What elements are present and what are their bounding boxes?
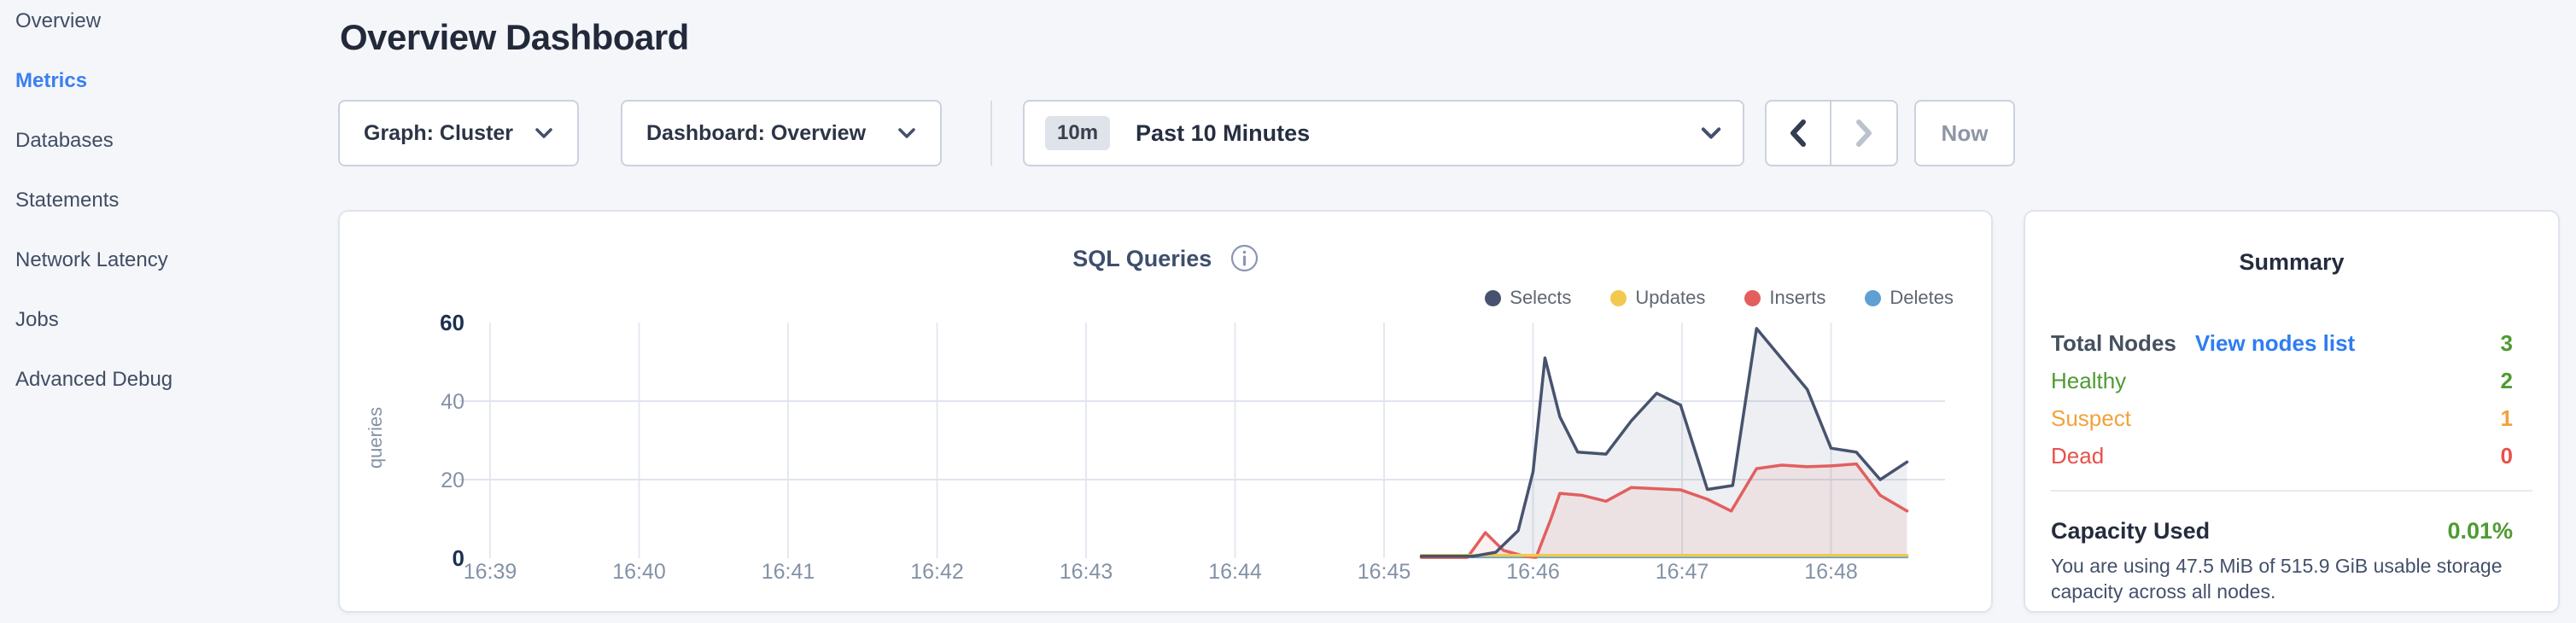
summary-row-value: 2: [2500, 367, 2513, 393]
chevron-down-icon: [535, 128, 552, 138]
time-range-dropdown[interactable]: 10m Past 10 Minutes: [1023, 100, 1744, 166]
sidebar-item-statements[interactable]: Statements: [15, 189, 120, 212]
summary-row-value: 3: [2500, 329, 2513, 356]
chart-title: SQL Queries: [1072, 246, 1212, 271]
next-time-button[interactable]: [1831, 102, 1896, 165]
sidebar-item-network-latency[interactable]: Network Latency: [15, 248, 168, 271]
svg-text:16:47: 16:47: [1656, 560, 1709, 584]
graph-dropdown[interactable]: Graph: Cluster: [338, 100, 579, 166]
legend-dot: [1610, 289, 1627, 306]
svg-text:16:46: 16:46: [1506, 560, 1560, 584]
capacity-used-description: You are using 47.5 MiB of 515.9 GiB usab…: [2051, 555, 2503, 603]
sql-queries-chart: 16:39 16:40 16:41 16:42 16:43 16:44 16:45 16:46…: [440, 310, 1945, 584]
summary-divider: [2051, 490, 2532, 492]
summary-row-suspect: Suspect 1: [2051, 399, 2513, 437]
sidebar-item-jobs[interactable]: Jobs: [15, 308, 59, 331]
time-step-buttons: [1765, 100, 1898, 166]
svg-text:60: 60: [440, 310, 464, 335]
legend-label: Inserts: [1769, 287, 1826, 308]
legend-item-inserts: Inserts: [1744, 287, 1825, 309]
page-title: Overview Dashboard: [340, 17, 689, 57]
summary-row-healthy: Healthy 2: [2051, 362, 2513, 399]
chart-title-row: SQL Queries: [340, 244, 1991, 278]
svg-text:0: 0: [453, 545, 464, 571]
now-button[interactable]: Now: [1914, 100, 2015, 166]
summary-row-label: Healthy: [2051, 367, 2127, 393]
capacity-used-label: Capacity Used: [2051, 517, 2211, 544]
svg-text:16:42: 16:42: [910, 560, 964, 584]
capacity-used-row: Capacity Used 0.01%: [2051, 512, 2513, 550]
chevron-down-icon: [1701, 127, 1721, 139]
info-icon[interactable]: [1230, 244, 1259, 278]
svg-text:16:40: 16:40: [612, 560, 666, 584]
chevron-right-icon: [1856, 119, 1872, 147]
svg-text:20: 20: [441, 469, 464, 492]
chart-legend: Selects Updates Inserts Deletes: [1485, 287, 1954, 309]
sidebar-item-databases[interactable]: Databases: [15, 129, 114, 152]
view-nodes-list-link[interactable]: View nodes list: [2194, 329, 2356, 356]
svg-text:16:43: 16:43: [1060, 560, 1113, 584]
sidebar-item-metrics[interactable]: Metrics: [15, 69, 88, 92]
summary-row-total-nodes: Total Nodes View nodes list 3: [2051, 324, 2513, 362]
svg-text:16:48: 16:48: [1804, 560, 1858, 584]
sidebar: Overview Metrics Databases Statements Networ…: [0, 0, 333, 623]
summary-row-label: Suspect: [2051, 405, 2131, 431]
legend-item-selects: Selects: [1485, 287, 1571, 309]
summary-row-value: 0: [2500, 442, 2513, 469]
chevron-down-icon: [898, 128, 915, 138]
legend-item-deletes: Deletes: [1865, 287, 1954, 309]
summary-row-label: Total Nodes: [2051, 329, 2176, 356]
summary-row-value: 1: [2500, 405, 2513, 431]
sidebar-item-overview[interactable]: Overview: [15, 9, 102, 32]
previous-time-button[interactable]: [1767, 102, 1832, 165]
summary-rows: Total Nodes View nodes list 3 Healthy 2 Suspe…: [2051, 324, 2513, 475]
legend-item-updates: Updates: [1610, 287, 1705, 309]
dashboard-dropdown[interactable]: Dashboard: Overview: [621, 100, 942, 166]
controls-divider: [990, 101, 992, 166]
legend-label: Deletes: [1890, 287, 1954, 308]
chevron-left-icon: [1790, 119, 1807, 147]
sidebar-item-advanced-debug[interactable]: Advanced Debug: [15, 368, 173, 391]
svg-text:16:44: 16:44: [1208, 560, 1262, 584]
legend-dot: [1485, 289, 1502, 306]
svg-text:16:41: 16:41: [762, 560, 815, 584]
summary-row-dead: Dead 0: [2051, 437, 2513, 475]
summary-panel: Summary Total Nodes View nodes list 3 Healt…: [2024, 210, 2560, 613]
legend-label: Updates: [1635, 287, 1706, 308]
capacity-used-value: 0.01%: [2447, 517, 2513, 544]
legend-dot: [1865, 289, 1882, 306]
svg-text:40: 40: [441, 390, 464, 414]
summary-row-label: Dead: [2051, 442, 2105, 469]
legend-label: Selects: [1510, 287, 1572, 308]
summary-title: Summary: [2239, 249, 2345, 275]
time-range-label: Past 10 Minutes: [1136, 119, 1311, 146]
graph-dropdown-label: Graph: Cluster: [364, 120, 514, 145]
svg-text:16:39: 16:39: [464, 560, 517, 584]
svg-text:16:45: 16:45: [1358, 560, 1411, 584]
legend-dot: [1744, 289, 1761, 306]
dashboard-dropdown-label: Dashboard: Overview: [646, 120, 867, 145]
sql-queries-chart-card: SQL Queries Selects Updates Inserts Deletes…: [338, 210, 1993, 613]
time-range-badge: 10m: [1045, 116, 1111, 150]
